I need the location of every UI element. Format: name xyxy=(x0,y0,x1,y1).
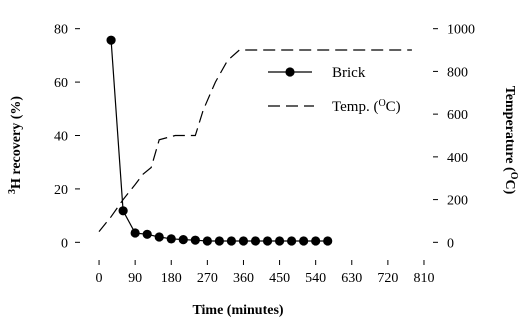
brick-point xyxy=(214,236,224,246)
x-tick-label: 90 xyxy=(128,271,142,286)
x-tick-label: 180 xyxy=(161,271,182,286)
y-right-tick-label: 0 xyxy=(447,236,454,251)
y-left-ticks xyxy=(75,28,80,243)
brick-point xyxy=(202,236,212,246)
brick-point xyxy=(118,206,128,216)
y-right-ticks xyxy=(433,28,438,243)
y-right-tick-label: 800 xyxy=(447,65,468,80)
y-right-tick-label: 400 xyxy=(447,151,468,166)
legend: Brick Temp. (OC) xyxy=(268,65,401,115)
x-tick-label: 810 xyxy=(413,271,434,286)
brick-point xyxy=(166,234,176,244)
x-tick-label: 630 xyxy=(341,271,362,286)
x-ticks xyxy=(98,260,425,265)
brick-point xyxy=(190,235,200,245)
y-left-tick-label: 20 xyxy=(54,183,68,198)
brick-point xyxy=(226,236,237,246)
brick-point xyxy=(250,236,261,246)
y-right-tick-label: 1000 xyxy=(447,23,475,38)
brick-point xyxy=(262,236,273,246)
x-axis-title: Time (minutes) xyxy=(192,303,283,318)
brick-point xyxy=(299,236,309,246)
x-tick-label: 270 xyxy=(197,271,218,286)
legend-temp-label: Temp. (OC) xyxy=(332,98,401,116)
y-left-tick-label: 60 xyxy=(54,76,68,91)
y-right-axis-title: Temperature (OC) xyxy=(502,86,518,195)
legend-brick-label: Brick xyxy=(332,65,366,81)
x-tick-labels: 0 90 180 270 360 450 540 630 720 810 xyxy=(96,271,435,286)
y-right-tick-label: 600 xyxy=(447,108,468,123)
brick-point xyxy=(274,236,285,246)
temp-series xyxy=(98,49,412,232)
brick-point xyxy=(130,228,140,238)
brick-point xyxy=(178,235,188,245)
y-left-tick-label: 0 xyxy=(61,236,68,251)
temp-line xyxy=(98,49,412,232)
y-left-tick-label: 40 xyxy=(54,130,68,145)
x-tick-label: 450 xyxy=(269,271,290,286)
y-left-tick-label: 80 xyxy=(54,23,68,38)
brick-point xyxy=(154,232,164,242)
y-left-tick-labels: 0 20 40 60 80 xyxy=(54,23,68,252)
x-tick-label: 720 xyxy=(377,271,398,286)
y-left-axis-title: 3H recovery (%) xyxy=(7,96,25,194)
x-tick-label: 0 xyxy=(96,271,103,286)
x-tick-label: 360 xyxy=(233,271,254,286)
brick-point xyxy=(323,236,333,246)
y-right-tick-labels: 0 200 400 600 800 1000 xyxy=(447,23,475,252)
brick-series xyxy=(106,35,333,246)
brick-point xyxy=(142,229,152,239)
brick-point xyxy=(106,35,116,45)
legend-brick-marker xyxy=(285,67,295,77)
y-right-tick-label: 200 xyxy=(447,194,468,209)
brick-point xyxy=(311,236,321,246)
x-tick-label: 540 xyxy=(305,271,326,286)
brick-point xyxy=(286,236,297,246)
brick-point xyxy=(238,236,249,246)
brick-line xyxy=(110,40,328,242)
